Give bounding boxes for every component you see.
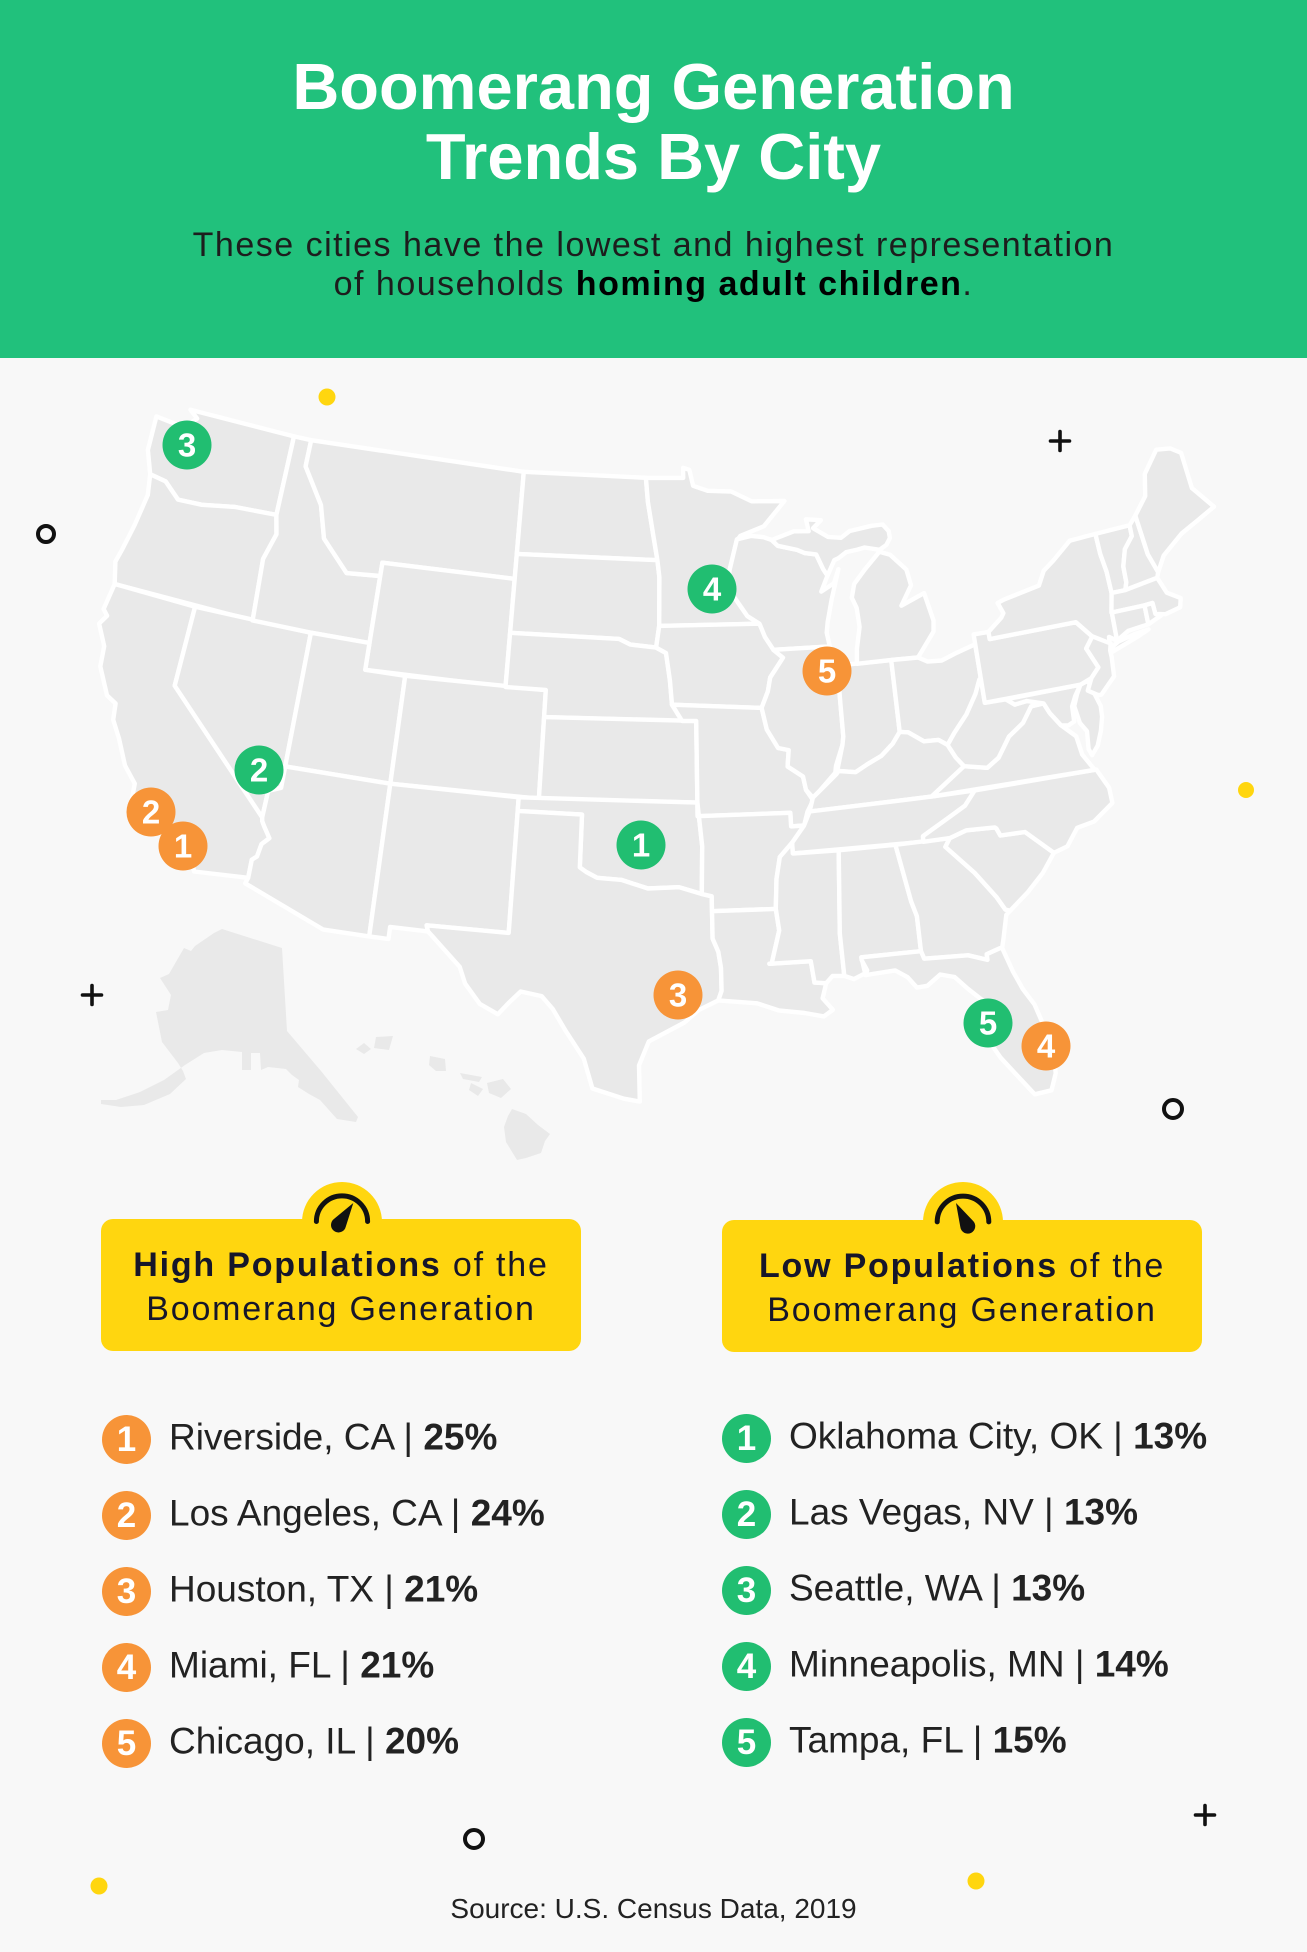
svg-text:5: 5: [818, 653, 836, 690]
svg-text:1: 1: [632, 827, 650, 864]
svg-text:4: 4: [1037, 1028, 1056, 1065]
svg-text:2: 2: [142, 794, 160, 831]
svg-text:3: 3: [178, 427, 196, 464]
svg-text:3: 3: [669, 977, 687, 1014]
svg-text:4: 4: [703, 571, 722, 608]
svg-text:5: 5: [979, 1005, 997, 1042]
svg-text:1: 1: [174, 828, 192, 865]
svg-text:2: 2: [250, 752, 268, 789]
